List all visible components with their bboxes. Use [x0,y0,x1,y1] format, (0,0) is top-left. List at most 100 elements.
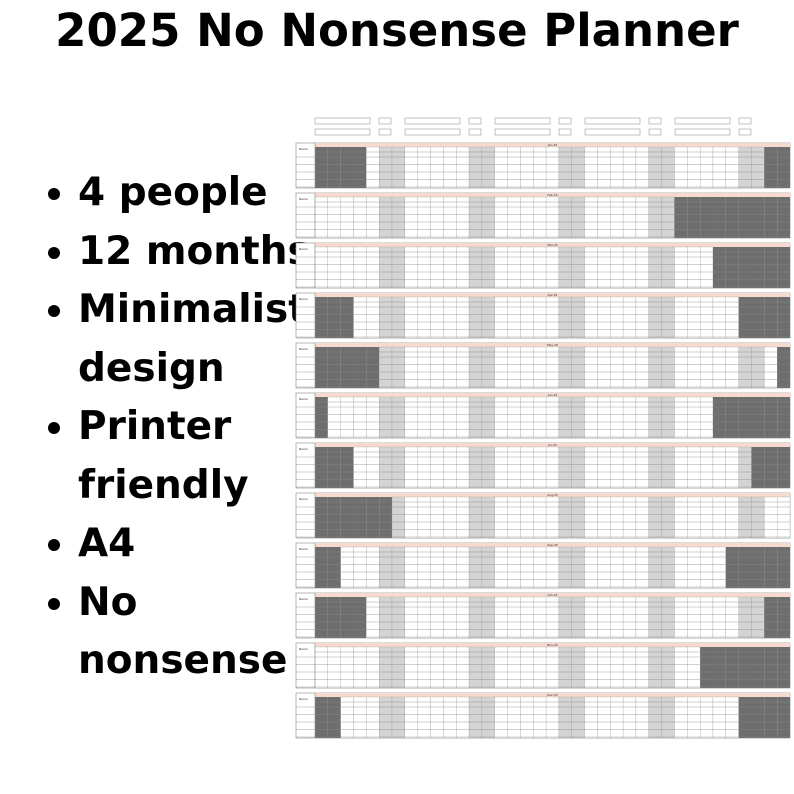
day-column [314,646,328,689]
empty-cell [327,447,341,488]
feature-item: Printer friendly [78,398,343,515]
feature-item: No nonsense [78,574,343,691]
name-label: Name [299,297,308,301]
day-column [379,196,393,239]
day-column [533,396,547,439]
day-column [584,296,598,339]
day-column [687,396,701,439]
day-column [404,396,418,439]
day-column [533,546,547,589]
day-column [699,696,714,739]
day-column [443,596,457,639]
day-column [468,396,483,439]
day-column [661,196,675,239]
day-column [674,396,688,439]
header-box [378,128,392,136]
header-box [468,128,482,136]
month-header [315,443,790,447]
day-column [648,446,662,489]
day-column [610,246,624,289]
day-column [481,296,495,339]
day-column [481,446,495,489]
day-column [674,346,688,389]
name-label: Name [299,147,308,151]
empty-cell [764,247,778,288]
day-column [468,246,483,289]
day-column [430,146,444,189]
day-column [468,346,483,389]
day-column [494,196,508,239]
empty-cell [315,547,328,588]
day-column [610,446,624,489]
name-label: Name [299,697,308,701]
day-column [481,146,495,189]
day-column [507,596,521,639]
day-column [699,396,714,439]
day-column [456,696,470,739]
day-column [571,346,585,389]
day-column [712,546,726,589]
day-column [610,546,624,589]
empty-cell [764,197,778,238]
month-label: Jul-25 [547,443,557,447]
name-label: Name [299,247,308,251]
empty-cell [777,647,790,688]
day-column [687,596,701,639]
day-column [366,246,380,289]
day-column [635,296,649,339]
day-column [751,146,765,189]
day-column [494,296,508,339]
empty-cell [353,497,367,538]
day-column [417,446,431,489]
day-column [699,346,714,389]
day-column [494,646,508,689]
day-column [687,546,701,589]
day-column [379,346,393,389]
day-column [391,546,406,589]
day-column [545,196,560,239]
day-column [597,546,611,589]
empty-cell [327,597,341,638]
day-column [635,596,649,639]
day-column [648,596,662,639]
day-column [417,546,431,589]
empty-cell [700,197,713,238]
day-column [545,546,560,589]
empty-cell [327,697,341,738]
header-box [494,128,551,136]
day-column [597,246,611,289]
day-column [314,196,328,239]
empty-cell [764,147,778,188]
day-column [545,296,560,339]
day-column [417,296,431,339]
day-column [417,346,431,389]
month-header [315,293,790,297]
day-column [777,496,791,539]
day-column [533,496,547,539]
empty-cell [777,547,790,588]
day-column [353,396,367,439]
empty-cell [712,647,726,688]
day-column [764,496,778,539]
day-column [674,696,688,739]
day-column [340,696,354,739]
day-column [430,696,444,739]
day-column [584,396,598,439]
day-column [738,146,752,189]
empty-cell [764,397,778,438]
day-column [622,146,637,189]
empty-cell [764,697,778,738]
day-column [468,446,483,489]
month-label: Sep-25 [547,543,558,547]
header-box [494,117,551,125]
header-box [378,117,392,125]
day-column [456,496,470,539]
month-label: May-25 [547,343,558,347]
day-column [661,296,675,339]
day-column [584,596,598,639]
month-label: Apr-25 [548,293,558,297]
day-column [468,496,483,539]
day-column [545,646,560,689]
day-column [610,296,624,339]
